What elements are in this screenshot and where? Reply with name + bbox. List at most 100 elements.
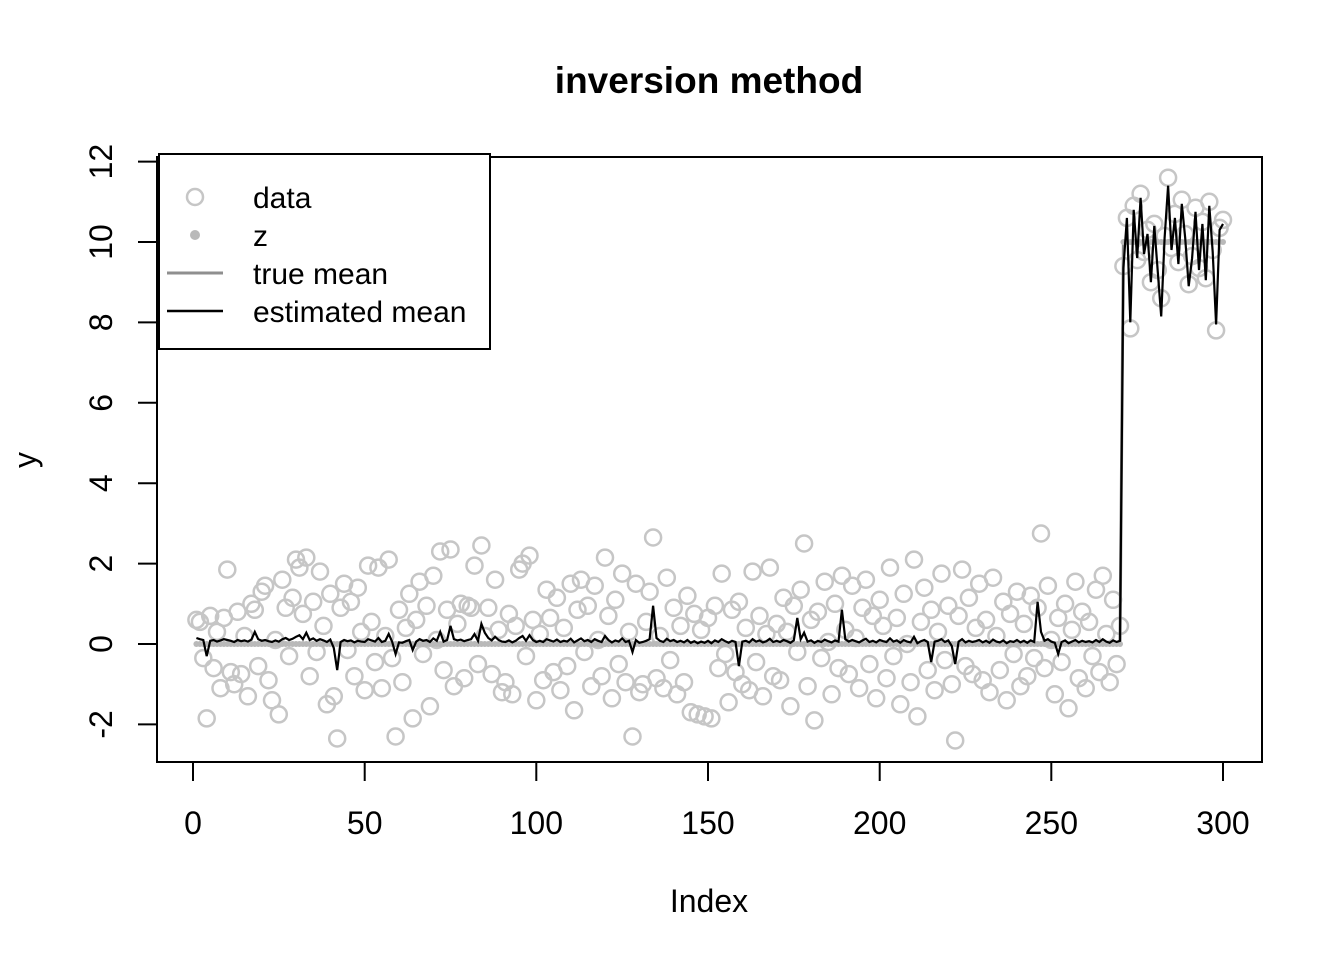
- data-point: [966, 618, 986, 638]
- x-axis-title: Index: [670, 883, 748, 919]
- data-point: [1028, 598, 1047, 618]
- data-point: [259, 670, 278, 690]
- data-point: [327, 729, 347, 748]
- data-point: [1052, 652, 1071, 672]
- data-point: [777, 622, 797, 642]
- data-point: [932, 564, 951, 583]
- data-point: [506, 616, 525, 636]
- data-point: [911, 612, 931, 632]
- data-point: [279, 646, 299, 666]
- data-point: [255, 576, 275, 595]
- data-point: [667, 685, 687, 704]
- data-point: [537, 580, 556, 599]
- data-point: [891, 695, 910, 714]
- data-point: [781, 697, 800, 716]
- data-point: [815, 572, 834, 591]
- data-point: [564, 701, 584, 720]
- data-point: [994, 592, 1013, 612]
- data-point: [1121, 319, 1140, 338]
- x-tick-label: 150: [681, 805, 734, 841]
- data-point: [465, 556, 484, 575]
- data-point: [592, 666, 611, 686]
- data-point: [351, 622, 371, 642]
- data-point: [585, 576, 604, 595]
- data-point: [908, 707, 927, 726]
- legend-open-circle-icon: [185, 187, 205, 207]
- data-point: [382, 648, 402, 668]
- data-point: [805, 711, 824, 730]
- data-point: [660, 650, 680, 670]
- data-point: [557, 656, 577, 676]
- data-point: [729, 592, 749, 612]
- data-point: [774, 588, 793, 608]
- data-point: [643, 528, 663, 547]
- data-point: [324, 687, 344, 706]
- data-point: [877, 668, 896, 688]
- data-point: [1093, 566, 1113, 585]
- data-point: [928, 622, 948, 642]
- x-tick-label: 300: [1196, 805, 1249, 841]
- data-point: [369, 558, 388, 577]
- data-point: [430, 542, 450, 561]
- data-point: [482, 664, 501, 684]
- data-point: [921, 600, 941, 620]
- data-point: [310, 562, 330, 581]
- data-point: [468, 654, 488, 674]
- data-point: [283, 588, 302, 608]
- data-point: [406, 610, 426, 630]
- y-tick-label: 0: [83, 635, 119, 653]
- data-point: [238, 687, 258, 706]
- data-point: [245, 600, 265, 620]
- data-point: [1076, 678, 1095, 698]
- data-point: [190, 612, 210, 632]
- data-point: [393, 672, 412, 692]
- data-point: [454, 668, 474, 688]
- data-point: [705, 596, 725, 616]
- data-point: [1035, 658, 1054, 678]
- data-point: [918, 660, 937, 680]
- data-point: [915, 578, 934, 597]
- plot-box: [156, 156, 1263, 763]
- data-point: [568, 600, 587, 620]
- data-point: [894, 584, 913, 604]
- data-point: [533, 670, 553, 690]
- data-point: [413, 644, 433, 664]
- data-point: [849, 678, 869, 698]
- data-point: [746, 652, 766, 672]
- legend-label-z: z: [253, 220, 268, 253]
- data-point: [444, 676, 464, 696]
- data-point: [963, 664, 982, 684]
- data-point: [925, 680, 944, 700]
- data-point: [1090, 662, 1109, 682]
- y-axis-title: y: [7, 452, 43, 468]
- data-point: [750, 606, 769, 626]
- data-point: [372, 678, 392, 698]
- data-point: [798, 676, 817, 696]
- data-point: [616, 672, 635, 692]
- data-point: [434, 660, 453, 680]
- data-point: [314, 616, 333, 636]
- data-point: [606, 590, 625, 610]
- data-point: [939, 596, 958, 616]
- data-point: [269, 705, 289, 724]
- data-point: [623, 727, 642, 746]
- data-point: [880, 558, 900, 577]
- data-point: [386, 727, 405, 746]
- data-point: [760, 558, 780, 577]
- data-point: [1000, 604, 1020, 624]
- y-tick-label: 12: [83, 144, 119, 180]
- data-point: [561, 574, 580, 593]
- z-point: [1220, 239, 1226, 245]
- data-point: [1038, 576, 1058, 595]
- data-point: [866, 689, 886, 708]
- data-point: [599, 606, 618, 626]
- data-point: [1107, 654, 1126, 674]
- data-point: [540, 608, 560, 628]
- x-tick-label: 200: [853, 805, 906, 841]
- data-point: [489, 620, 508, 640]
- data-point: [853, 598, 872, 618]
- x-tick-label: 0: [184, 805, 202, 841]
- data-point: [602, 689, 622, 708]
- data-point: [839, 664, 859, 684]
- data-point: [657, 568, 677, 587]
